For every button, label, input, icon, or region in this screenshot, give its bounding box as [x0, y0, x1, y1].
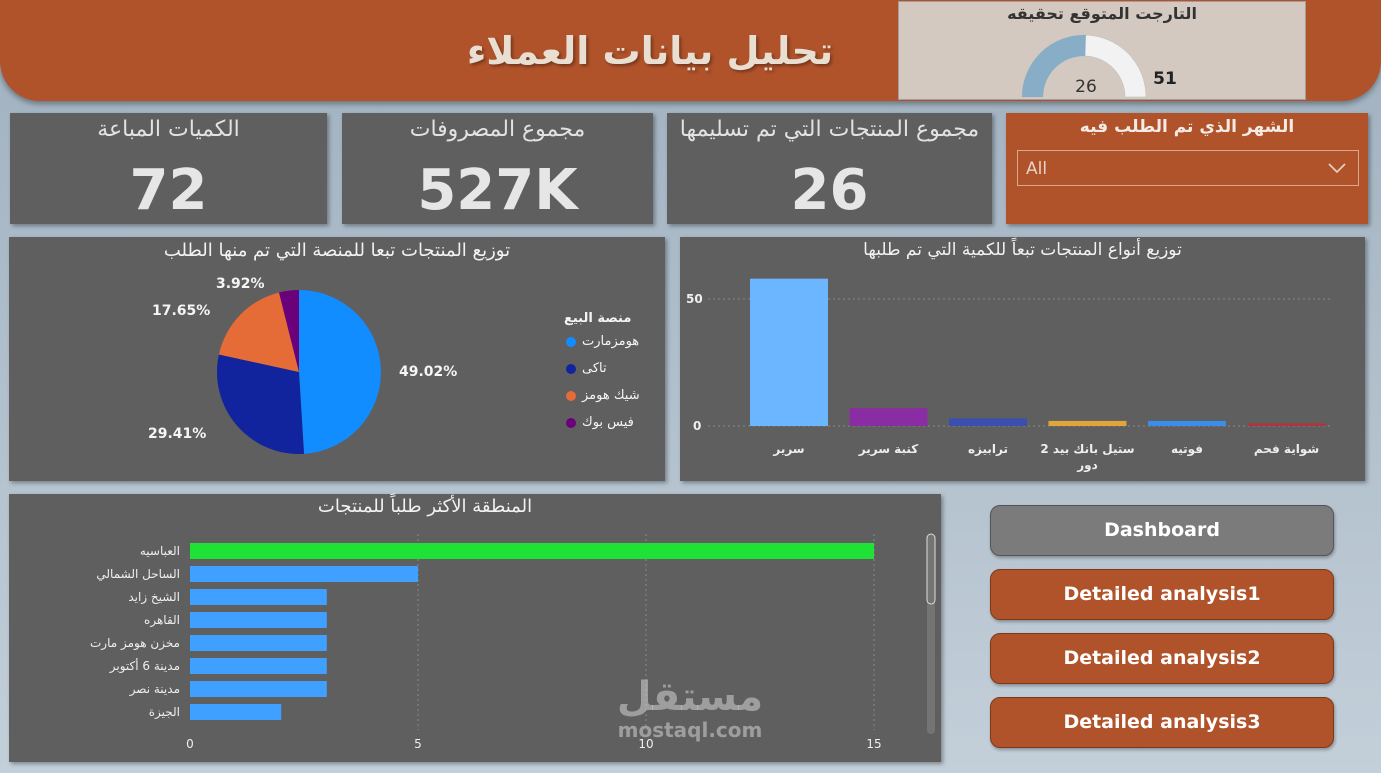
hbar-title: المنطقة الأكثر طلباً للمنتجات	[317, 496, 533, 517]
y-tick-label: الجيزة	[149, 705, 180, 720]
legend-label: تاكى	[582, 361, 607, 376]
slicer-title: الشهر الذي تم الطلب فيه	[1079, 117, 1295, 137]
kpi-value: 26	[790, 158, 869, 223]
gauge-title: التارجت المتوقع تحقيقه	[1007, 4, 1197, 23]
kpi-value: 72	[129, 158, 208, 223]
scrollbar-track	[927, 534, 935, 734]
x-tick-label: 15	[866, 737, 881, 751]
y-tick-label: مخزن هومز مارت	[90, 636, 180, 651]
chevron-down-icon	[1328, 163, 1346, 174]
pie-title: توزيع المنتجات تبعا للمنصة التي تم منها …	[163, 240, 511, 261]
product-quantity-panel: توزيع أنواع المنتجات تبعاً للكمية التي ت…	[680, 237, 1365, 481]
month-slicer: الشهر الذي تم الطلب فيه All	[1006, 113, 1368, 224]
x-tick-label: ستيل بانك بيد 2 دور	[1040, 442, 1134, 473]
y-tick-label: مدينة 6 أكتوبر	[109, 658, 180, 674]
gauge-value-label: 26	[1075, 77, 1097, 97]
region-bar[interactable]	[190, 589, 327, 605]
pie-slice[interactable]	[218, 292, 299, 372]
x-tick-label: 10	[638, 737, 653, 751]
region-bar[interactable]	[190, 681, 327, 697]
x-tick-label: 5	[414, 737, 422, 751]
nav-dashboard-button[interactable]: Dashboard	[990, 505, 1334, 556]
legend-label: شيك هومز	[582, 388, 640, 403]
legend-dot	[566, 336, 576, 347]
gauge-fill	[1022, 35, 1086, 97]
region-bar[interactable]	[190, 658, 327, 674]
region-demand-panel: المنطقة الأكثر طلباً للمنتجات 0 5 10 15 الع…	[9, 494, 941, 762]
kpi-value: 527K	[417, 158, 578, 223]
pie-slice[interactable]	[217, 354, 305, 454]
legend-item-taki[interactable]: تاكى	[566, 361, 607, 376]
nav-detailed-analysis1-button[interactable]: Detailed analysis1	[990, 569, 1334, 620]
page-title: تحليل بيانات العملاء	[466, 29, 834, 73]
nav-detailed-analysis3-button[interactable]: Detailed analysis3	[990, 697, 1334, 748]
pie-slice[interactable]	[299, 290, 381, 454]
x-tick-label: كنبة سرير	[858, 442, 918, 456]
legend-item-facebook[interactable]: فيس بوك	[566, 415, 634, 430]
pie-label-taki: 29.41%	[148, 426, 206, 442]
product-quantity-bar-chart[interactable]: 50 0 سرير كنبة سرير ترابيزه ستيل بانك بيد 2…	[680, 237, 1365, 481]
bar-title: توزيع أنواع المنتجات تبعاً للكمية التي ت…	[863, 240, 1182, 260]
y-tick-label: القاهره	[144, 613, 180, 628]
pie-label-hommart: 49.02%	[399, 364, 457, 380]
legend-label: فيس بوك	[582, 415, 634, 430]
dropdown-selected-value: All	[1026, 159, 1048, 179]
region-bar[interactable]	[190, 612, 327, 628]
kpi-label: الكميات المباعة	[97, 117, 240, 142]
y-tick-0: 0	[693, 419, 701, 433]
pie-slice[interactable]	[279, 290, 299, 372]
scrollbar-thumb	[926, 533, 936, 605]
kpi-quantity-sold: الكميات المباعة 72	[10, 113, 327, 224]
kpi-label: مجموع المصروفات	[409, 117, 586, 142]
platform-pie-chart[interactable]: 49.02% 29.41% 17.65% 3.92%	[9, 237, 665, 481]
x-tick-label: شواية فحم	[1254, 442, 1319, 457]
product-bar[interactable]	[1247, 423, 1326, 426]
region-bar[interactable]	[190, 543, 874, 559]
watermark-ar: مستقل	[616, 674, 764, 720]
y-tick-50: 50	[686, 292, 703, 306]
y-tick-label: مدينة نصر	[129, 682, 180, 697]
target-gauge: 26 51	[1021, 34, 1177, 98]
y-tick-label: العباسيه	[140, 544, 180, 558]
gauge-max-label: 51	[1153, 69, 1177, 89]
legend-dot	[566, 390, 576, 401]
watermark-en: mostaql.com	[617, 718, 763, 742]
x-tick-label: 0	[186, 737, 194, 751]
product-bar[interactable]	[750, 278, 828, 426]
kpi-total-expenses: مجموع المصروفات 527K	[342, 113, 653, 224]
watermark: مستقل mostaql.com	[600, 675, 780, 741]
legend-title: منصة البيع	[564, 311, 632, 326]
month-dropdown[interactable]: All	[1017, 150, 1359, 186]
product-bar[interactable]	[849, 408, 928, 426]
product-bar[interactable]	[949, 418, 1027, 426]
y-tick-label: الساحل الشمالي	[96, 567, 180, 581]
pie-label-facebook: 3.92%	[216, 276, 265, 292]
legend-label: هومزمارت	[582, 334, 640, 349]
x-tick-label: سرير	[772, 442, 804, 456]
legend-item-hommart[interactable]: هومزمارت	[566, 334, 639, 349]
legend-dot	[566, 417, 576, 428]
kpi-label: مجموع المنتجات التي تم تسليمها	[679, 117, 980, 142]
x-tick-label: فوتيه	[1171, 442, 1203, 457]
target-gauge-card[interactable]: التارجت المتوقع تحقيقه 26 51	[898, 1, 1306, 100]
pie-label-chic-homes: 17.65%	[152, 303, 210, 319]
y-tick-label: الشيخ زايد	[128, 590, 180, 605]
x-tick-label: ترابيزه	[968, 442, 1008, 456]
legend-dot	[566, 363, 576, 374]
region-demand-bar-chart[interactable]: 0 5 10 15 العباسيه الساحل الشمالي الشيخ زايد ا…	[9, 494, 941, 762]
region-bar[interactable]	[190, 635, 327, 651]
legend-item-chic-homes[interactable]: شيك هومز	[566, 388, 640, 403]
region-bar[interactable]	[190, 566, 418, 582]
product-bar[interactable]	[1148, 420, 1226, 426]
product-bar[interactable]	[1048, 420, 1127, 426]
platform-pie-panel: توزيع المنتجات تبعا للمنصة التي تم منها …	[9, 237, 665, 481]
region-bar[interactable]	[190, 704, 282, 720]
kpi-delivered-products: مجموع المنتجات التي تم تسليمها 26	[667, 113, 992, 224]
nav-detailed-analysis2-button[interactable]: Detailed analysis2	[990, 633, 1334, 684]
